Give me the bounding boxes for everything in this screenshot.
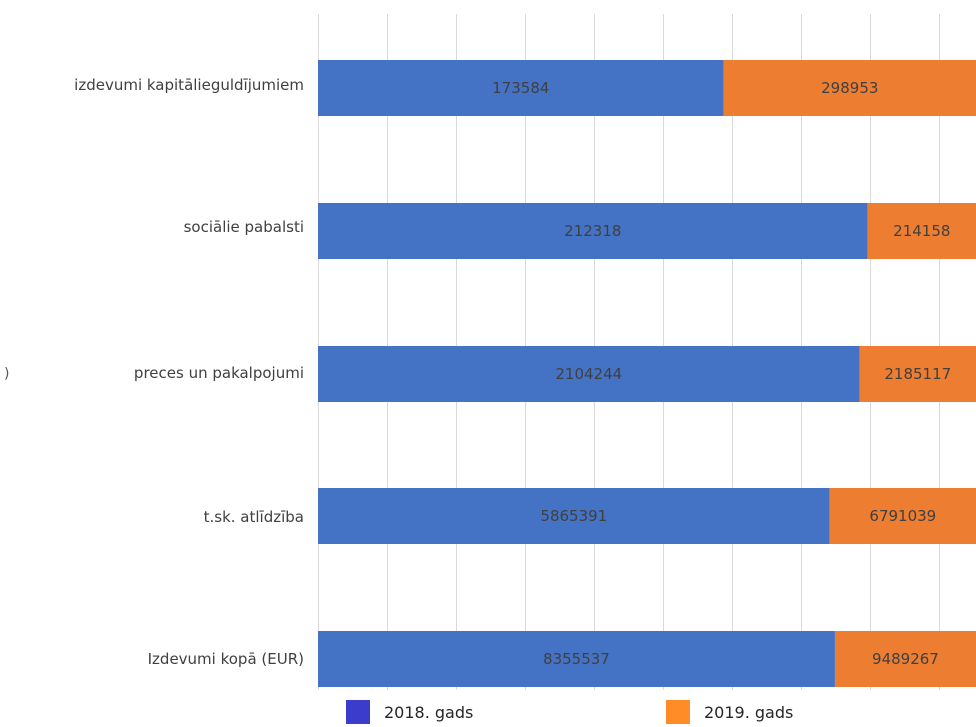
bar-2018 (318, 488, 830, 544)
data-label: 8355537 (543, 650, 610, 668)
category-label-izdevumi-kopa: Izdevumi kopā (EUR) (147, 650, 304, 668)
data-label: 2104244 (555, 365, 622, 383)
data-label: 214158 (893, 222, 950, 240)
data-label: 173584 (492, 79, 549, 97)
legend-swatch-2019 (666, 700, 690, 724)
bar-2018 (318, 631, 835, 687)
legend-item-2019: 2019. gads (666, 700, 793, 724)
bar-2019 (723, 60, 976, 116)
data-label: 2185117 (884, 365, 951, 383)
clipped-text-fragment: ) (4, 366, 10, 382)
bar-2019 (867, 203, 976, 259)
bar-2019 (859, 346, 976, 402)
bar-2019 (834, 631, 976, 687)
data-label: 6791039 (869, 507, 936, 525)
legend-label-2019: 2019. gads (704, 702, 794, 722)
bar-2019 (829, 488, 976, 544)
category-label-preces-pakalpojumi: preces un pakalpojumi (133, 364, 304, 382)
bar-2018 (318, 346, 860, 402)
category-label-kapitalieguldijumi: izdevumi kapitālieguldījumiem (74, 76, 304, 94)
category-label-atlidziba: t.sk. atlīdzība (203, 508, 304, 526)
data-label: 298953 (821, 79, 878, 97)
data-label: 212318 (564, 222, 621, 240)
bar-2018 (318, 203, 868, 259)
legend-swatch-2018 (346, 700, 370, 724)
bar-2018 (318, 60, 724, 116)
data-label: 5865391 (540, 507, 607, 525)
data-label: 9489267 (872, 650, 939, 668)
category-label-socialie-pabalsti: sociālie pabalsti (183, 218, 304, 236)
legend-item-2018: 2018. gads (346, 700, 473, 724)
legend-label-2018: 2018. gads (384, 702, 474, 722)
